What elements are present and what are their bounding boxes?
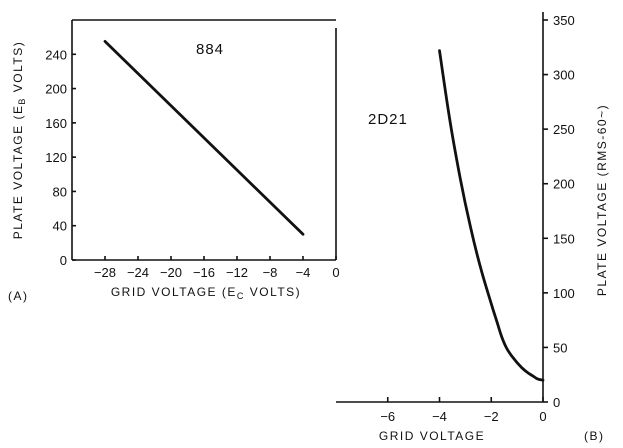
panel-b-y-tick-label: 250: [553, 122, 575, 137]
panel-b-x-label: GRID VOLTAGE: [379, 429, 485, 443]
panel-b-x-tick-label: −6: [380, 409, 395, 424]
panel-b-y-tick-label: 300: [553, 68, 575, 83]
panel-a-y-tick-label: 120: [45, 150, 67, 165]
panel-a-y-ticks: 0 40 80 120 160 200 240: [45, 47, 76, 268]
panel-a-y-tick-label: 200: [45, 82, 67, 97]
panel-a: −28 −24 −20 −16 −12 −8 −4 0 0 40 80 120 160 200 240 8…: [8, 19, 340, 303]
panel-b-y-tick-label: 100: [553, 286, 575, 301]
panel-a-x-tick-label: −16: [193, 265, 215, 280]
panel-b-y-tick-label: 150: [553, 231, 575, 246]
panel-b-x-tick-label: 0: [539, 409, 546, 424]
panel-a-y-label-main: PLATE VOLTAGE (E: [11, 105, 25, 240]
panel-b-y-ticks: 0 50 100 150 200 250 300 350: [543, 13, 575, 410]
panel-a-label: (A): [8, 289, 29, 303]
panel-a-x-tick-label: −12: [226, 265, 248, 280]
panel-b-x-tick-label: −4: [432, 409, 447, 424]
panel-a-x-tick-label: −20: [160, 265, 182, 280]
panel-a-x-tick-label: −28: [94, 265, 116, 280]
panel-b-y-label: PLATE VOLTAGE (RMS-60~): [595, 104, 609, 296]
panel-b: −6 −4 −2 0 0 50 100 150 200 250 300 350 2D21 (B) G…: [336, 12, 609, 443]
panel-b-y-tick-label: 50: [553, 340, 567, 355]
panel-a-y-tick-label: 160: [45, 116, 67, 131]
panel-a-x-tick-label: −8: [263, 265, 278, 280]
panel-b-y-tick-label: 350: [553, 13, 575, 28]
panel-b-title: 2D21: [368, 111, 408, 128]
panel-b-series-line: [438, 49, 545, 382]
panel-b-x-tick-label: −2: [484, 409, 499, 424]
panel-a-series-line: [103, 40, 305, 236]
panel-a-x-label-main: GRID VOLTAGE (E: [111, 285, 237, 299]
panel-a-y-tick-label: 240: [45, 47, 67, 62]
panel-a-x-tick-label: −24: [127, 265, 149, 280]
panel-b-label: (B): [584, 429, 605, 443]
panel-a-x-ticks: −28 −24 −20 −16 −12 −8 −4 0: [94, 256, 340, 280]
panel-a-y-tick-label: 40: [53, 219, 67, 234]
panel-b-y-tick-label: 0: [553, 395, 560, 410]
panel-a-y-tick-label: 80: [53, 184, 67, 199]
panel-a-x-tick-label: −4: [296, 265, 311, 280]
panel-a-x-tick-label: 0: [332, 265, 339, 280]
panel-a-x-label-tail: VOLTS): [245, 285, 301, 299]
panel-a-y-tick-label: 0: [60, 253, 67, 268]
panel-a-y-label-tail: VOLTS): [11, 41, 25, 97]
panel-b-y-tick-label: 200: [553, 177, 575, 192]
panel-a-x-label-sub: C: [237, 291, 245, 301]
panel-a-title: 884: [196, 41, 224, 58]
panel-b-x-ticks: −6 −4 −2 0: [380, 397, 547, 424]
panel-a-x-label: GRID VOLTAGE (EC VOLTS): [111, 285, 301, 301]
panel-a-y-label-sub: B: [17, 97, 27, 105]
panel-a-y-label: PLATE VOLTAGE (EB VOLTS): [11, 41, 27, 240]
